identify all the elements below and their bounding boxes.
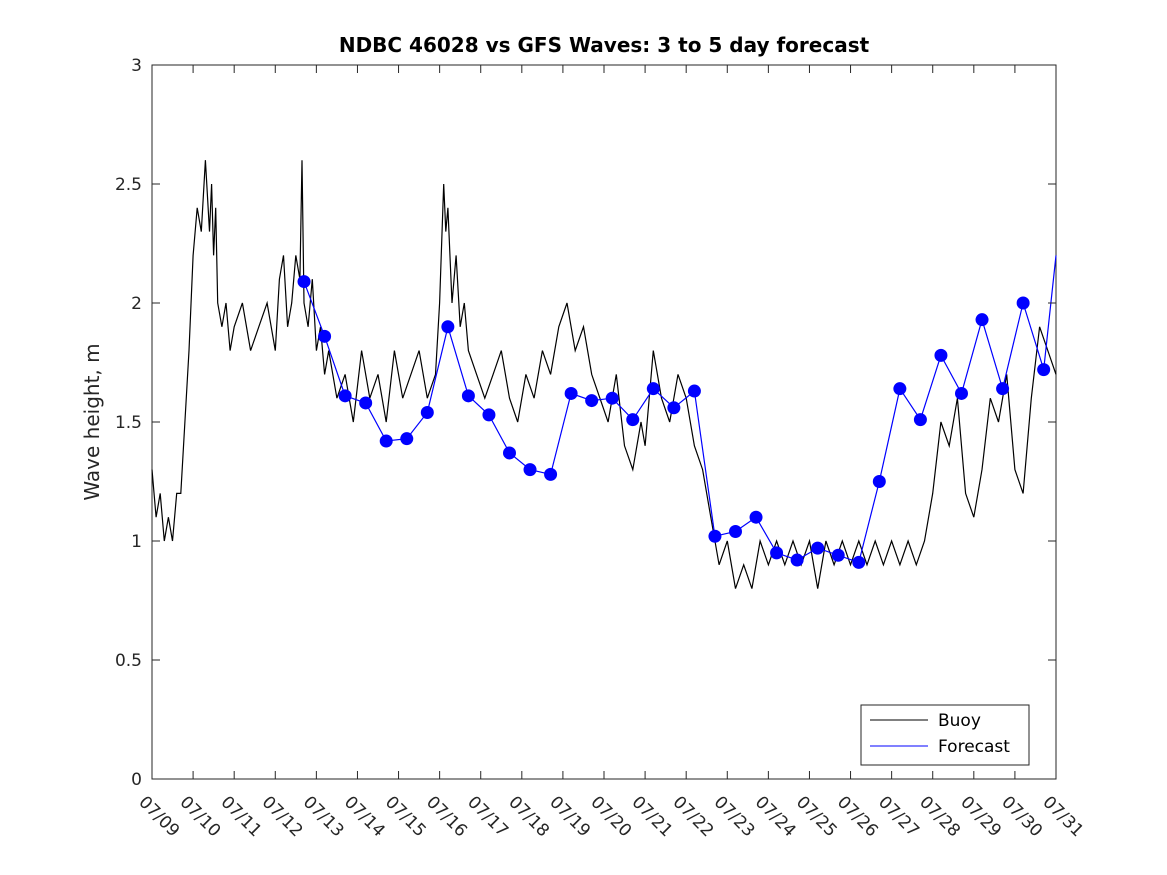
forecast-point — [544, 467, 558, 481]
forecast-point — [728, 524, 742, 538]
forecast-point — [379, 434, 393, 448]
plot-area — [151, 64, 1057, 780]
forecast-point — [831, 548, 845, 562]
forecast-point — [1016, 296, 1030, 310]
forecast-point — [523, 463, 537, 477]
forecast-series-line — [303, 255, 1057, 564]
forecast-point — [585, 394, 599, 408]
y-tick-label: 2 — [131, 294, 142, 314]
y-tick-label: 0.5 — [115, 651, 142, 671]
forecast-point — [318, 329, 332, 343]
forecast-point — [482, 408, 496, 422]
forecast-point — [359, 396, 373, 410]
forecast-point — [708, 529, 722, 543]
forecast-point — [646, 382, 660, 396]
legend: Buoy Forecast — [860, 704, 1030, 766]
forecast-point — [975, 313, 989, 327]
series-layer — [151, 160, 1057, 589]
forecast-point — [852, 555, 866, 569]
y-tick-label: 0 — [131, 770, 142, 790]
forecast-point — [913, 413, 927, 427]
forecast-point — [502, 446, 516, 460]
forecast-point — [420, 405, 434, 419]
forecast-point — [667, 401, 681, 415]
forecast-point — [749, 510, 763, 524]
forecast-point — [811, 541, 825, 555]
legend-box — [860, 704, 1030, 766]
marker-layer — [297, 275, 1051, 569]
buoy-series-line — [151, 160, 1057, 589]
legend-buoy-label: Buoy — [938, 711, 981, 731]
forecast-point — [441, 320, 455, 334]
forecast-point — [687, 384, 701, 398]
forecast-point — [605, 391, 619, 405]
forecast-point — [934, 348, 948, 362]
y-tick-label: 2.5 — [115, 175, 142, 195]
forecast-point — [297, 275, 311, 289]
forecast-point — [461, 389, 475, 403]
y-tick-label: 3 — [131, 56, 142, 76]
forecast-point — [400, 432, 414, 446]
forecast-point — [893, 382, 907, 396]
forecast-point — [1037, 363, 1051, 377]
chart-title: NDBC 46028 vs GFS Waves: 3 to 5 day fore… — [339, 33, 870, 57]
legend-forecast-label: Forecast — [938, 737, 1010, 757]
forecast-point — [338, 389, 352, 403]
y-axis-label: Wave height, m — [80, 343, 104, 500]
forecast-point — [790, 553, 804, 567]
forecast-point — [872, 475, 886, 488]
y-tick-label: 1.5 — [115, 413, 142, 433]
forecast-point — [770, 546, 784, 560]
forecast-point — [954, 386, 968, 400]
y-tick-label: 1 — [131, 532, 142, 552]
forecast-point — [996, 382, 1010, 396]
forecast-point — [626, 413, 640, 427]
forecast-point — [564, 386, 578, 400]
y-axis: 0 0.5 1 1.5 2 2.5 3 — [115, 56, 1056, 790]
